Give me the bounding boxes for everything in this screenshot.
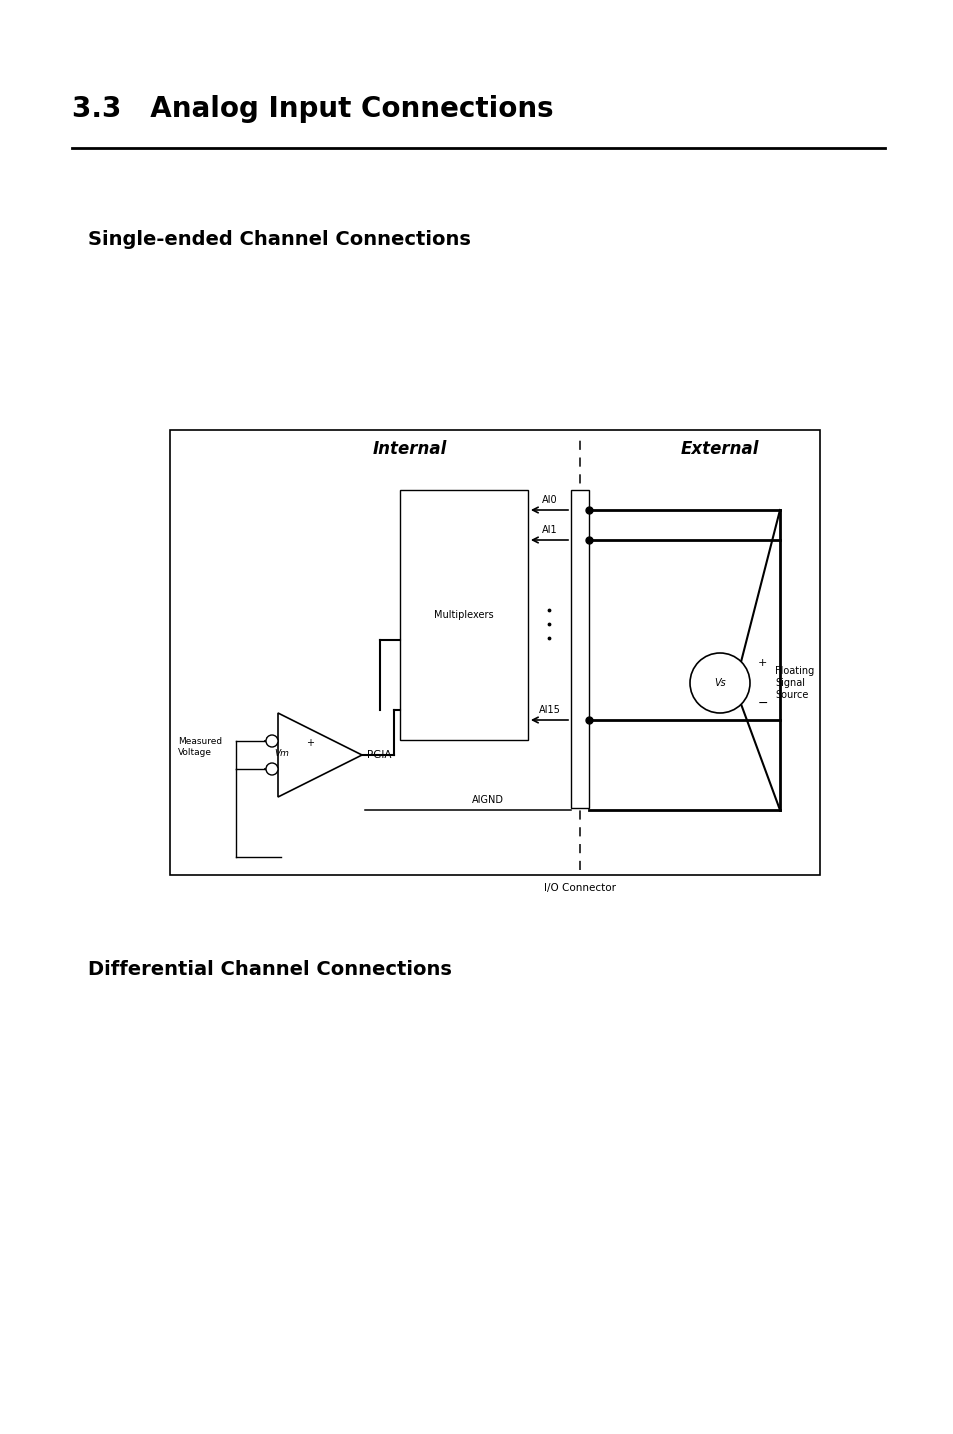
Text: Differential Channel Connections: Differential Channel Connections bbox=[88, 959, 452, 979]
Text: Vs: Vs bbox=[714, 678, 725, 688]
Polygon shape bbox=[277, 713, 361, 797]
Text: +: + bbox=[758, 658, 766, 668]
Text: Floating
Signal
Source: Floating Signal Source bbox=[774, 667, 814, 700]
Text: +: + bbox=[262, 764, 270, 774]
Text: AI1: AI1 bbox=[541, 525, 557, 535]
Text: I/O Connector: I/O Connector bbox=[543, 883, 616, 893]
Circle shape bbox=[266, 763, 277, 774]
Text: Internal: Internal bbox=[373, 440, 447, 457]
Text: 3.3   Analog Input Connections: 3.3 Analog Input Connections bbox=[71, 95, 553, 123]
Text: +: + bbox=[306, 739, 314, 749]
Text: Measured
Voltage: Measured Voltage bbox=[178, 737, 222, 757]
Text: Multiplexers: Multiplexers bbox=[434, 609, 494, 619]
Text: AI15: AI15 bbox=[538, 706, 559, 716]
Text: AI0: AI0 bbox=[541, 495, 557, 505]
Text: −: − bbox=[758, 697, 768, 710]
Text: External: External bbox=[680, 440, 759, 457]
Text: Single-ended Channel Connections: Single-ended Channel Connections bbox=[88, 229, 471, 250]
Bar bbox=[571, 490, 588, 807]
Text: +: + bbox=[262, 736, 270, 746]
Circle shape bbox=[689, 652, 749, 713]
Text: AIGND: AIGND bbox=[472, 794, 503, 804]
Text: PGIA: PGIA bbox=[367, 750, 391, 760]
Bar bbox=[399, 490, 527, 740]
Circle shape bbox=[266, 736, 277, 747]
Text: Vm: Vm bbox=[274, 749, 289, 757]
Bar bbox=[170, 430, 820, 875]
